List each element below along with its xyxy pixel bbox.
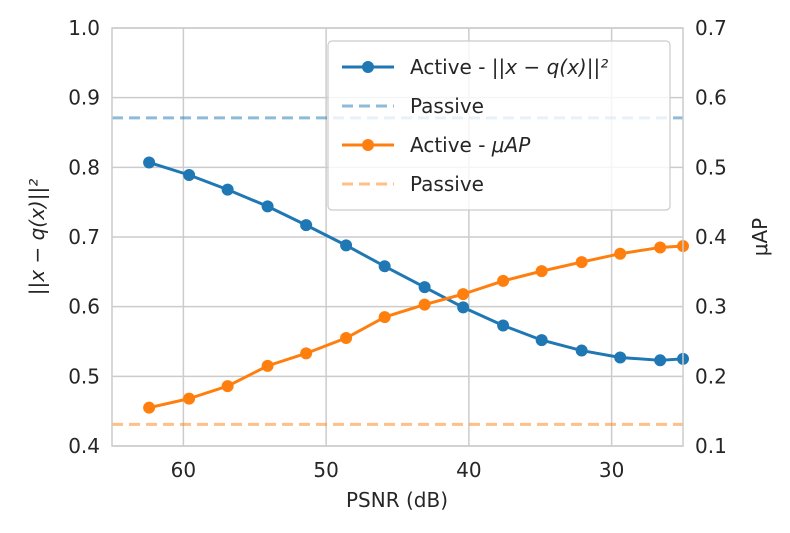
data-point <box>418 298 431 311</box>
y-left-axis-label: ||x − q(x)||² <box>25 179 49 295</box>
legend-marker <box>362 61 374 73</box>
data-point <box>457 301 470 314</box>
data-point <box>143 156 156 169</box>
y-left-tick-label: 0.8 <box>68 155 100 179</box>
data-point <box>535 265 548 278</box>
y-right-tick-label: 0.3 <box>695 295 727 319</box>
data-point <box>575 344 588 357</box>
data-point <box>143 401 156 414</box>
legend-label: Passive <box>410 94 484 118</box>
x-tick-label: 30 <box>599 458 624 482</box>
x-tick-label: 40 <box>456 458 481 482</box>
data-point <box>300 347 313 360</box>
y-left-tick-label: 1.0 <box>68 16 100 40</box>
legend-marker <box>362 139 374 151</box>
y-right-tick-label: 0.1 <box>695 434 727 458</box>
y-left-tick-label: 0.5 <box>68 364 100 388</box>
data-point <box>457 288 470 301</box>
legend: Active - ||x − q(x)||² Passive Active - μA… <box>327 40 671 211</box>
data-point <box>614 351 627 364</box>
plot-frame <box>111 27 684 447</box>
data-point <box>221 380 234 393</box>
y-right-axis-label: μAP <box>748 218 772 256</box>
tick-labels: 60 50 40 30 0.4 0.5 0.6 0.7 0.8 0.9 1.0 0.1 0.2 0.3 0.… <box>68 16 727 482</box>
y-left-tick-label: 0.4 <box>68 434 100 458</box>
reference-lines <box>112 116 683 426</box>
data-point <box>261 200 274 213</box>
y-right-tick-label: 0.5 <box>695 155 727 179</box>
legend-frame <box>327 40 671 211</box>
legend-label: Active - ||x − q(x)||² <box>410 55 608 79</box>
y-right-tick-label: 0.6 <box>695 86 727 110</box>
data-series <box>143 156 689 414</box>
y-left-tick-label: 0.6 <box>68 295 100 319</box>
data-point <box>261 359 274 372</box>
legend-label: Active - μAP <box>410 133 531 157</box>
data-point <box>614 247 627 260</box>
data-point <box>654 354 667 367</box>
x-axis-label: PSNR (dB) <box>346 488 448 512</box>
data-point <box>654 241 667 254</box>
legend-label: Passive <box>410 172 484 196</box>
data-point <box>378 260 391 273</box>
data-point <box>340 332 353 345</box>
data-point <box>183 168 196 181</box>
data-point <box>418 281 431 294</box>
y-right-tick-label: 0.2 <box>695 364 727 388</box>
data-point <box>575 256 588 269</box>
data-point <box>535 334 548 347</box>
x-tick-label: 60 <box>171 458 196 482</box>
data-point <box>221 183 234 196</box>
data-point <box>340 239 353 252</box>
data-point <box>183 392 196 405</box>
data-point <box>300 219 313 232</box>
data-point <box>497 319 510 332</box>
y-right-tick-label: 0.7 <box>695 16 727 40</box>
data-point <box>378 311 391 324</box>
data-point <box>497 274 510 287</box>
y-left-tick-label: 0.7 <box>68 225 100 249</box>
y-left-tick-label: 0.9 <box>68 86 100 110</box>
y-right-tick-label: 0.4 <box>695 225 727 249</box>
x-tick-label: 50 <box>313 458 338 482</box>
